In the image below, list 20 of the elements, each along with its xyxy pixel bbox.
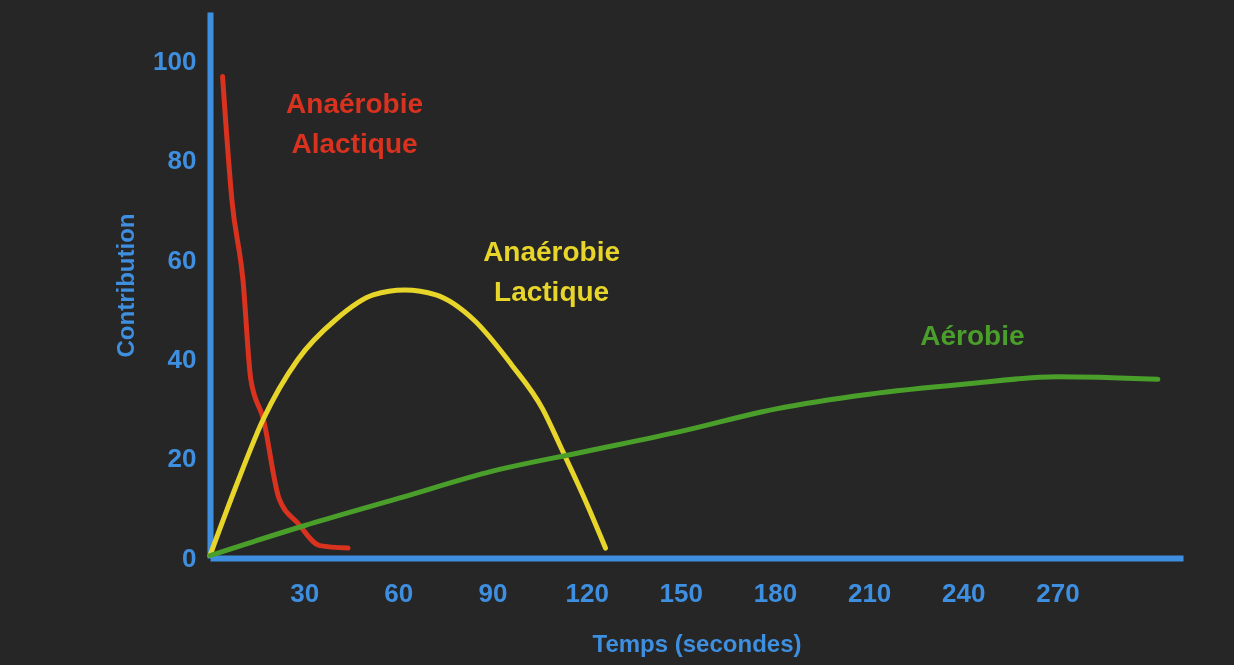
x-tick-label: 60 xyxy=(384,577,414,608)
x-tick-label: 150 xyxy=(659,577,703,608)
text: Anaérobie Alactique xyxy=(286,87,424,159)
x-tick-label: 30 xyxy=(290,577,320,608)
series-label: Anaérobie Lactique xyxy=(483,235,621,307)
x-axis-title: Temps (secondes) xyxy=(592,629,802,657)
y-tick-label: 100 xyxy=(153,46,197,77)
y-tick-label: 60 xyxy=(167,244,197,275)
y-tick-label: 40 xyxy=(167,343,197,374)
x-tick-label: 180 xyxy=(753,577,798,608)
series-label: Aérobie xyxy=(920,319,1025,351)
y-tick-label: 80 xyxy=(167,145,197,176)
x-tick-label: 240 xyxy=(942,577,986,608)
x-tick-label: 120 xyxy=(565,577,609,608)
y-tick-label: 0 xyxy=(182,542,197,573)
x-tick-label: 90 xyxy=(478,577,508,608)
x-tick-label: 270 xyxy=(1036,577,1080,608)
y-tick-label: 20 xyxy=(167,443,197,474)
x-tick-label: 210 xyxy=(847,577,892,608)
y-axis-title: Contribution xyxy=(112,213,140,358)
